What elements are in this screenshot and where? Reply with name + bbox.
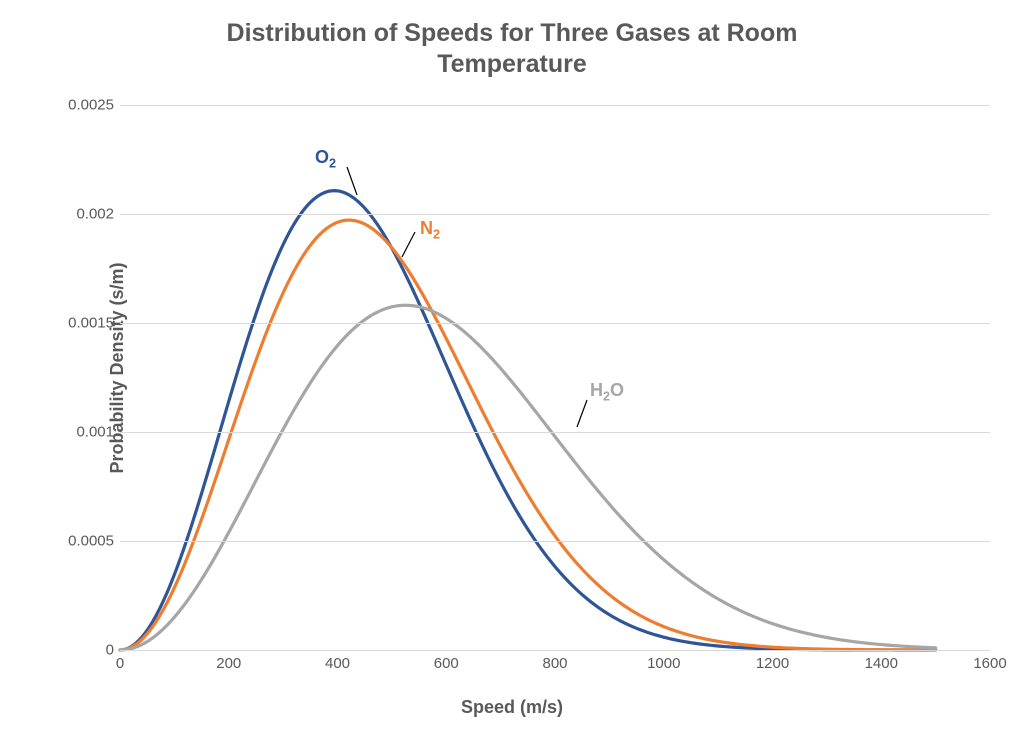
x-axis-label: Speed (m/s) <box>0 697 1024 718</box>
chart-container: Distribution of Speeds for Three Gases a… <box>0 0 1024 736</box>
x-tick-label: 600 <box>434 655 459 672</box>
grid-line <box>120 214 990 215</box>
x-tick-label: 400 <box>325 655 350 672</box>
grid-line <box>120 541 990 542</box>
leader-line-n2 <box>402 232 415 257</box>
grid-line <box>120 323 990 324</box>
y-tick-label: 0.0005 <box>68 533 114 550</box>
y-tick-label: 0.0025 <box>68 97 114 114</box>
grid-line <box>120 650 990 651</box>
curve-o2 <box>120 191 936 650</box>
x-tick-label: 1200 <box>756 655 789 672</box>
title-line-2: Temperature <box>437 50 587 78</box>
x-tick-label: 800 <box>542 655 567 672</box>
leader-line-o2 <box>347 167 357 195</box>
grid-line <box>120 105 990 106</box>
x-tick-label: 1600 <box>973 655 1006 672</box>
plot-area: 00.00050.0010.00150.0020.002502004006008… <box>120 105 990 650</box>
x-tick-label: 200 <box>216 655 241 672</box>
y-tick-label: 0.002 <box>76 206 114 223</box>
curve-n2 <box>120 220 936 650</box>
series-label-o2: O2 <box>315 147 336 171</box>
y-tick-label: 0.001 <box>76 424 114 441</box>
curves-svg <box>120 105 990 650</box>
series-label-h2o: H2O <box>590 380 624 404</box>
y-tick-label: 0 <box>106 642 114 659</box>
chart-title: Distribution of Speeds for Three Gases a… <box>0 18 1024 81</box>
x-tick-label: 1400 <box>865 655 898 672</box>
title-line-1: Distribution of Speeds for Three Gases a… <box>227 19 798 47</box>
series-label-n2: N2 <box>420 218 440 242</box>
y-tick-label: 0.0015 <box>68 315 114 332</box>
grid-line <box>120 432 990 433</box>
leader-line-h2o <box>577 400 587 427</box>
x-tick-label: 0 <box>116 655 124 672</box>
x-tick-label: 1000 <box>647 655 680 672</box>
